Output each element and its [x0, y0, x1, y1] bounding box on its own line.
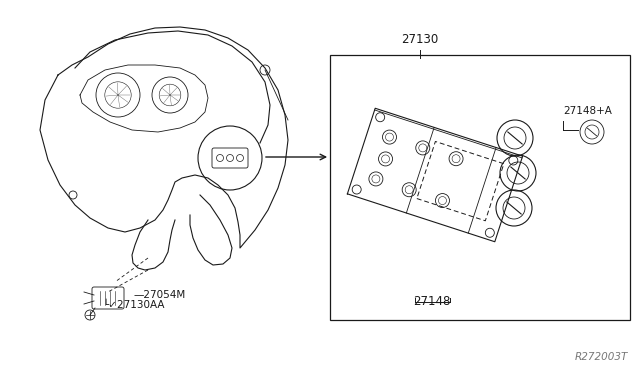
Text: 27130: 27130 — [401, 33, 438, 46]
Bar — [330, 55, 630, 320]
Text: 27148+A: 27148+A — [563, 106, 612, 116]
Text: R272003T: R272003T — [575, 352, 628, 362]
Text: 27148: 27148 — [413, 295, 451, 308]
Text: └✓27130AA: └✓27130AA — [102, 300, 164, 310]
Text: —27054M: —27054M — [133, 290, 185, 300]
